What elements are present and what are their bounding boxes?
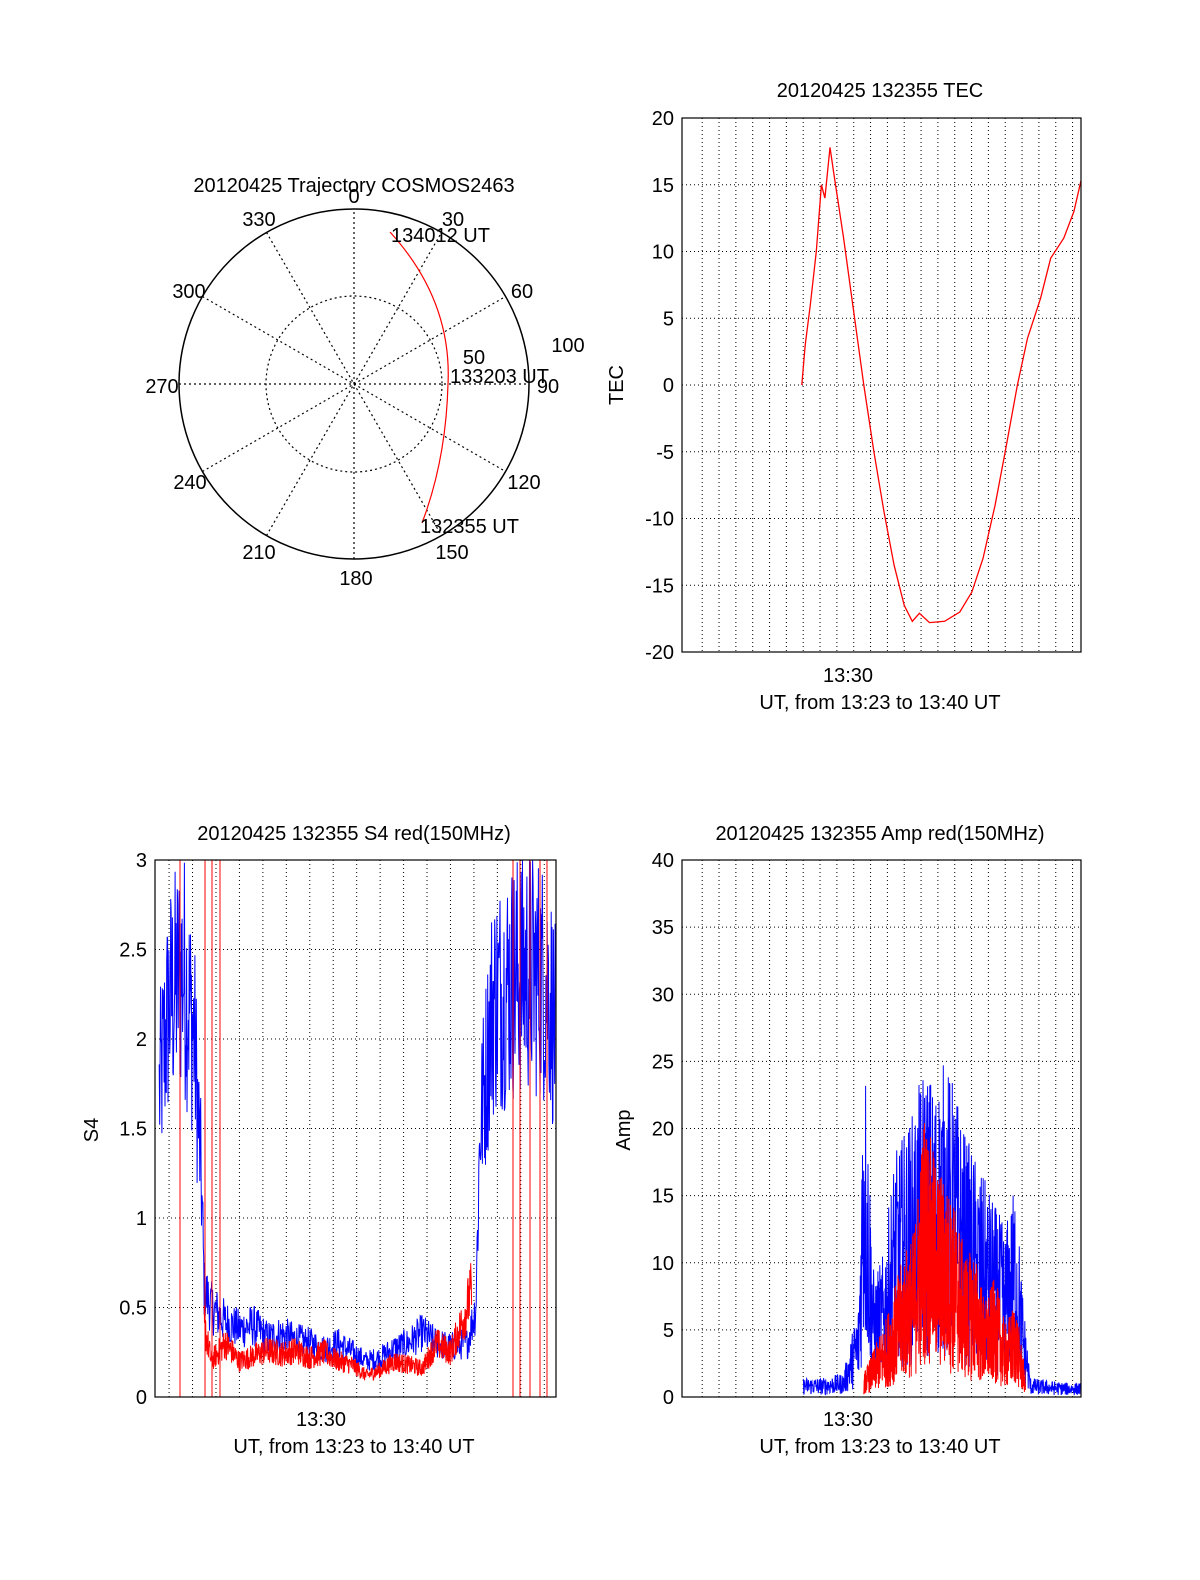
y-tick-label: 15 [652, 1186, 674, 1208]
angle-label-90: 90 [537, 376, 559, 398]
polar-angle-labels: 0 30 60 90 120 150 180 210 240 270 300 3… [145, 186, 559, 590]
track-label-end: 134012 UT [391, 225, 490, 247]
polar-panel: 20120425 Trajectory COSMOS2463 0 30 60 9… [145, 175, 584, 590]
angle-label-60: 60 [511, 281, 533, 303]
polar-title: 20120425 Trajectory COSMOS2463 [193, 175, 514, 197]
angle-label-270: 270 [145, 376, 178, 398]
y-tick-label: -15 [645, 575, 674, 597]
y-tick-label: 1.5 [119, 1119, 147, 1141]
polar-trajectory-line [389, 231, 449, 524]
angle-label-120: 120 [507, 472, 540, 494]
y-tick-label: -20 [645, 642, 674, 664]
y-tick-label: 0 [136, 1387, 147, 1409]
y-tick-label: 20 [652, 108, 674, 130]
angle-label-330: 330 [242, 209, 275, 231]
amp-series [802, 1065, 1082, 1396]
y-tick-label: -5 [656, 442, 674, 464]
radius-label-50: 50 [463, 347, 485, 369]
s4-x-axis-label: UT, from 13:23 to 13:40 UT [233, 1436, 474, 1458]
series-line-blue [802, 1065, 1082, 1396]
tec-title: 20120425 132355 TEC [777, 80, 983, 102]
y-tick-label: 10 [652, 1253, 674, 1275]
series-line-red [863, 1123, 1026, 1395]
tec-series [801, 147, 1082, 624]
y-tick-label: -10 [645, 509, 674, 531]
amp-y-ticks: 40 35 30 25 20 15 10 5 0 [652, 850, 674, 1409]
y-tick-label: 1 [136, 1208, 147, 1230]
y-tick-label: 0 [663, 1387, 674, 1409]
amp-panel: 20120425 132355 Amp red(150MHz) 40 35 30 25… [613, 823, 1082, 1458]
tec-panel: 20120425 132355 TEC 20151050-5-10-15-20 … [606, 80, 1082, 714]
polar-spoke [265, 232, 443, 536]
series-line-red [801, 147, 1082, 624]
y-tick-label: 25 [652, 1051, 674, 1073]
tec-x-tick-label: 13:30 [823, 665, 873, 687]
amp-grid [682, 860, 1081, 1397]
y-tick-label: 0 [663, 375, 674, 397]
y-tick-label: 5 [663, 308, 674, 330]
y-tick-label: 5 [663, 1320, 674, 1342]
s4-panel: 20120425 132355 S4 red(150MHz) 3 2.5 2 1.5 1… [81, 823, 557, 1458]
angle-label-240: 240 [173, 472, 206, 494]
s4-title: 20120425 132355 S4 red(150MHz) [197, 823, 511, 845]
angle-label-180: 180 [339, 568, 372, 590]
series-line-blue [158, 859, 557, 1371]
y-tick-label: 40 [652, 850, 674, 872]
s4-x-tick-label: 13:30 [296, 1409, 346, 1431]
y-tick-label: 35 [652, 917, 674, 939]
s4-grid [155, 860, 556, 1397]
y-tick-label: 2.5 [119, 940, 147, 962]
tec-x-axis-label: UT, from 13:23 to 13:40 UT [759, 692, 1000, 714]
y-tick-label: 15 [652, 175, 674, 197]
amp-y-axis-label: Amp [613, 1109, 635, 1150]
angle-label-210: 210 [242, 542, 275, 564]
track-label-mid: 133203 UT [450, 366, 549, 388]
angle-label-150: 150 [435, 542, 468, 564]
track-label-start: 132355 UT [420, 516, 519, 538]
amp-x-tick-label: 13:30 [823, 1409, 873, 1431]
y-tick-label: 0.5 [119, 1298, 147, 1320]
s4-y-ticks: 3 2.5 2 1.5 1 0.5 0 [119, 850, 147, 1409]
radius-label-100: 100 [551, 335, 584, 357]
s4-y-axis-label: S4 [81, 1118, 103, 1142]
tec-y-axis-label: TEC [606, 365, 628, 405]
amp-title: 20120425 132355 Amp red(150MHz) [715, 823, 1044, 845]
tec-plot-frame [681, 117, 1082, 653]
y-tick-label: 30 [652, 984, 674, 1006]
series-line-red [203, 1263, 473, 1382]
y-tick-label: 20 [652, 1119, 674, 1141]
s4-plot-frame [154, 859, 557, 1398]
amp-x-axis-label: UT, from 13:23 to 13:40 UT [759, 1436, 1000, 1458]
y-tick-label: 3 [136, 850, 147, 872]
s4-series [158, 859, 557, 1397]
angle-label-0: 0 [348, 186, 359, 208]
amp-plot-frame [681, 859, 1082, 1398]
angle-label-300: 300 [172, 281, 205, 303]
y-tick-label: 2 [136, 1029, 147, 1051]
tec-y-ticks: 20 15 10 5 0 -5 -10 -15 -20 [645, 108, 674, 664]
y-tick-label: 10 [652, 242, 674, 264]
angle-label-30: 30 [442, 209, 464, 231]
polar-spokes [179, 209, 529, 559]
tec-grid [682, 118, 1081, 652]
